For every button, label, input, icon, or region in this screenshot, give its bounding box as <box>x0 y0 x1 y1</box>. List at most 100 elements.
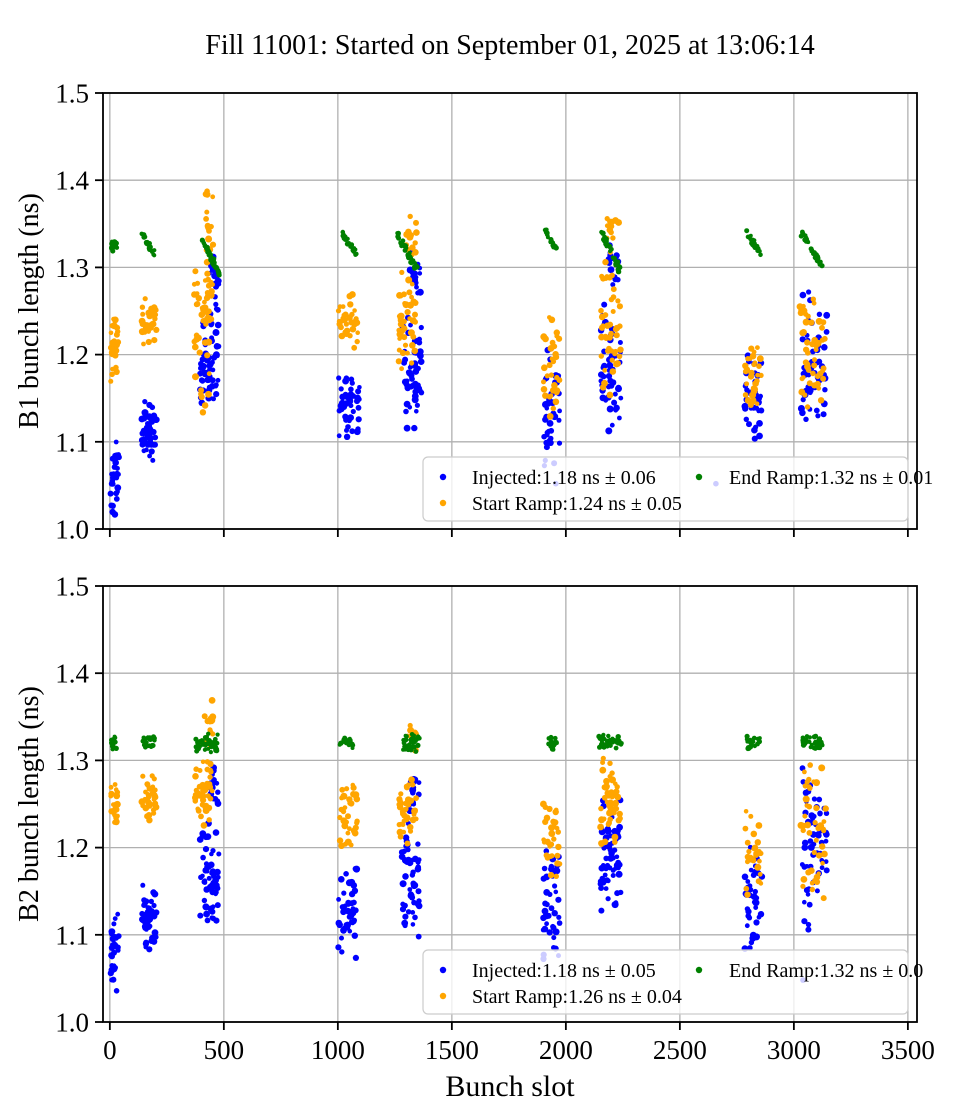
data-point-start_ramp <box>409 281 415 287</box>
data-point-injected <box>617 340 623 345</box>
data-point-start_ramp <box>601 838 609 846</box>
data-point-end_ramp <box>214 748 220 754</box>
data-point-start_ramp <box>746 848 752 855</box>
data-point-injected <box>111 511 119 518</box>
data-point-start_ramp <box>614 793 622 801</box>
data-point-end_ramp <box>803 737 809 743</box>
data-point-injected <box>616 823 623 831</box>
data-point-start_ramp <box>191 291 198 298</box>
data-point-start_ramp <box>352 824 359 831</box>
data-point-injected <box>345 424 351 430</box>
data-point-start_ramp <box>756 363 762 370</box>
legend-label-start_ramp: Start Ramp:1.24 ns ± 0.05 <box>472 493 682 515</box>
data-point-start_ramp <box>605 821 612 827</box>
data-point-start_ramp <box>112 352 119 359</box>
data-point-injected <box>547 439 554 446</box>
data-point-injected <box>546 913 551 919</box>
data-point-end_ramp <box>110 242 116 248</box>
data-point-injected <box>745 879 751 884</box>
data-point-injected <box>556 417 562 423</box>
data-point-injected <box>206 875 212 881</box>
data-point-start_ramp <box>354 338 360 345</box>
data-point-injected <box>552 883 558 889</box>
data-point-injected <box>112 916 118 921</box>
data-point-injected <box>355 416 362 423</box>
data-point-end_ramp <box>546 741 551 747</box>
data-point-end_ramp <box>206 731 211 736</box>
data-point-injected <box>340 908 347 916</box>
data-point-start_ramp <box>818 764 826 772</box>
data-point-start_ramp <box>744 891 751 898</box>
data-point-start_ramp <box>811 849 817 856</box>
data-point-injected <box>414 284 419 290</box>
data-point-start_ramp <box>757 871 763 877</box>
data-point-start_ramp <box>817 397 825 404</box>
data-point-start_ramp <box>609 357 615 363</box>
data-point-end_ramp <box>609 740 614 744</box>
data-point-start_ramp <box>404 309 411 316</box>
data-point-start_ramp <box>343 331 349 337</box>
data-point-start_ramp <box>339 786 346 793</box>
data-point-injected <box>412 914 418 921</box>
data-point-end_ramp <box>208 750 213 755</box>
data-point-injected <box>206 864 212 870</box>
data-point-start_ramp <box>340 792 348 800</box>
data-point-injected <box>111 471 117 477</box>
data-point-start_ramp <box>199 781 206 789</box>
data-point-start_ramp <box>398 791 404 797</box>
data-point-injected <box>820 411 826 417</box>
data-point-injected <box>817 810 823 817</box>
data-point-start_ramp <box>748 813 754 819</box>
data-point-start_ramp <box>548 316 556 324</box>
data-point-end_ramp <box>553 735 558 741</box>
data-point-start_ramp <box>203 295 211 302</box>
data-point-start_ramp <box>346 293 353 300</box>
data-point-injected <box>213 391 220 398</box>
data-point-start_ramp <box>205 793 211 799</box>
data-point-start_ramp <box>148 321 154 327</box>
data-point-injected <box>351 932 358 939</box>
data-point-start_ramp <box>820 368 826 374</box>
data-point-start_ramp <box>820 860 825 866</box>
data-point-injected <box>146 925 152 930</box>
data-point-injected <box>618 395 624 401</box>
data-point-start_ramp <box>201 786 209 794</box>
data-point-start_ramp <box>757 858 762 864</box>
data-point-injected <box>822 387 828 393</box>
data-point-injected <box>342 413 349 420</box>
data-point-end_ramp <box>599 739 604 744</box>
data-point-start_ramp <box>405 230 412 237</box>
data-point-start_ramp <box>755 345 760 350</box>
data-point-start_ramp <box>813 805 820 812</box>
data-point-injected <box>144 441 152 448</box>
data-point-injected <box>114 484 122 492</box>
data-point-start_ramp <box>814 373 821 380</box>
data-point-injected <box>399 906 407 913</box>
data-point-start_ramp <box>206 817 212 823</box>
data-point-injected <box>606 362 614 369</box>
data-point-start_ramp <box>192 343 199 351</box>
data-point-start_ramp <box>554 860 561 867</box>
data-point-end_ramp <box>206 249 212 255</box>
data-point-start_ramp <box>613 360 620 368</box>
data-point-injected <box>115 911 121 917</box>
data-point-injected <box>819 865 825 871</box>
data-point-end_ramp <box>141 735 147 741</box>
data-point-injected <box>823 838 829 844</box>
data-point-injected <box>146 905 152 912</box>
data-point-injected <box>141 902 147 908</box>
data-point-start_ramp <box>209 241 217 248</box>
data-point-injected <box>213 343 221 350</box>
y-tick-label: 1.2 <box>55 833 89 863</box>
data-point-end_ramp <box>215 732 220 737</box>
data-point-start_ramp <box>145 794 152 800</box>
data-point-start_ramp <box>407 828 414 834</box>
data-point-injected <box>610 873 616 878</box>
data-point-start_ramp <box>744 839 751 846</box>
data-point-end_ramp <box>398 240 403 245</box>
data-point-start_ramp <box>409 342 416 349</box>
data-point-injected <box>417 271 423 276</box>
data-point-injected <box>807 838 814 844</box>
data-point-start_ramp <box>354 820 360 826</box>
data-point-start_ramp <box>404 350 410 356</box>
